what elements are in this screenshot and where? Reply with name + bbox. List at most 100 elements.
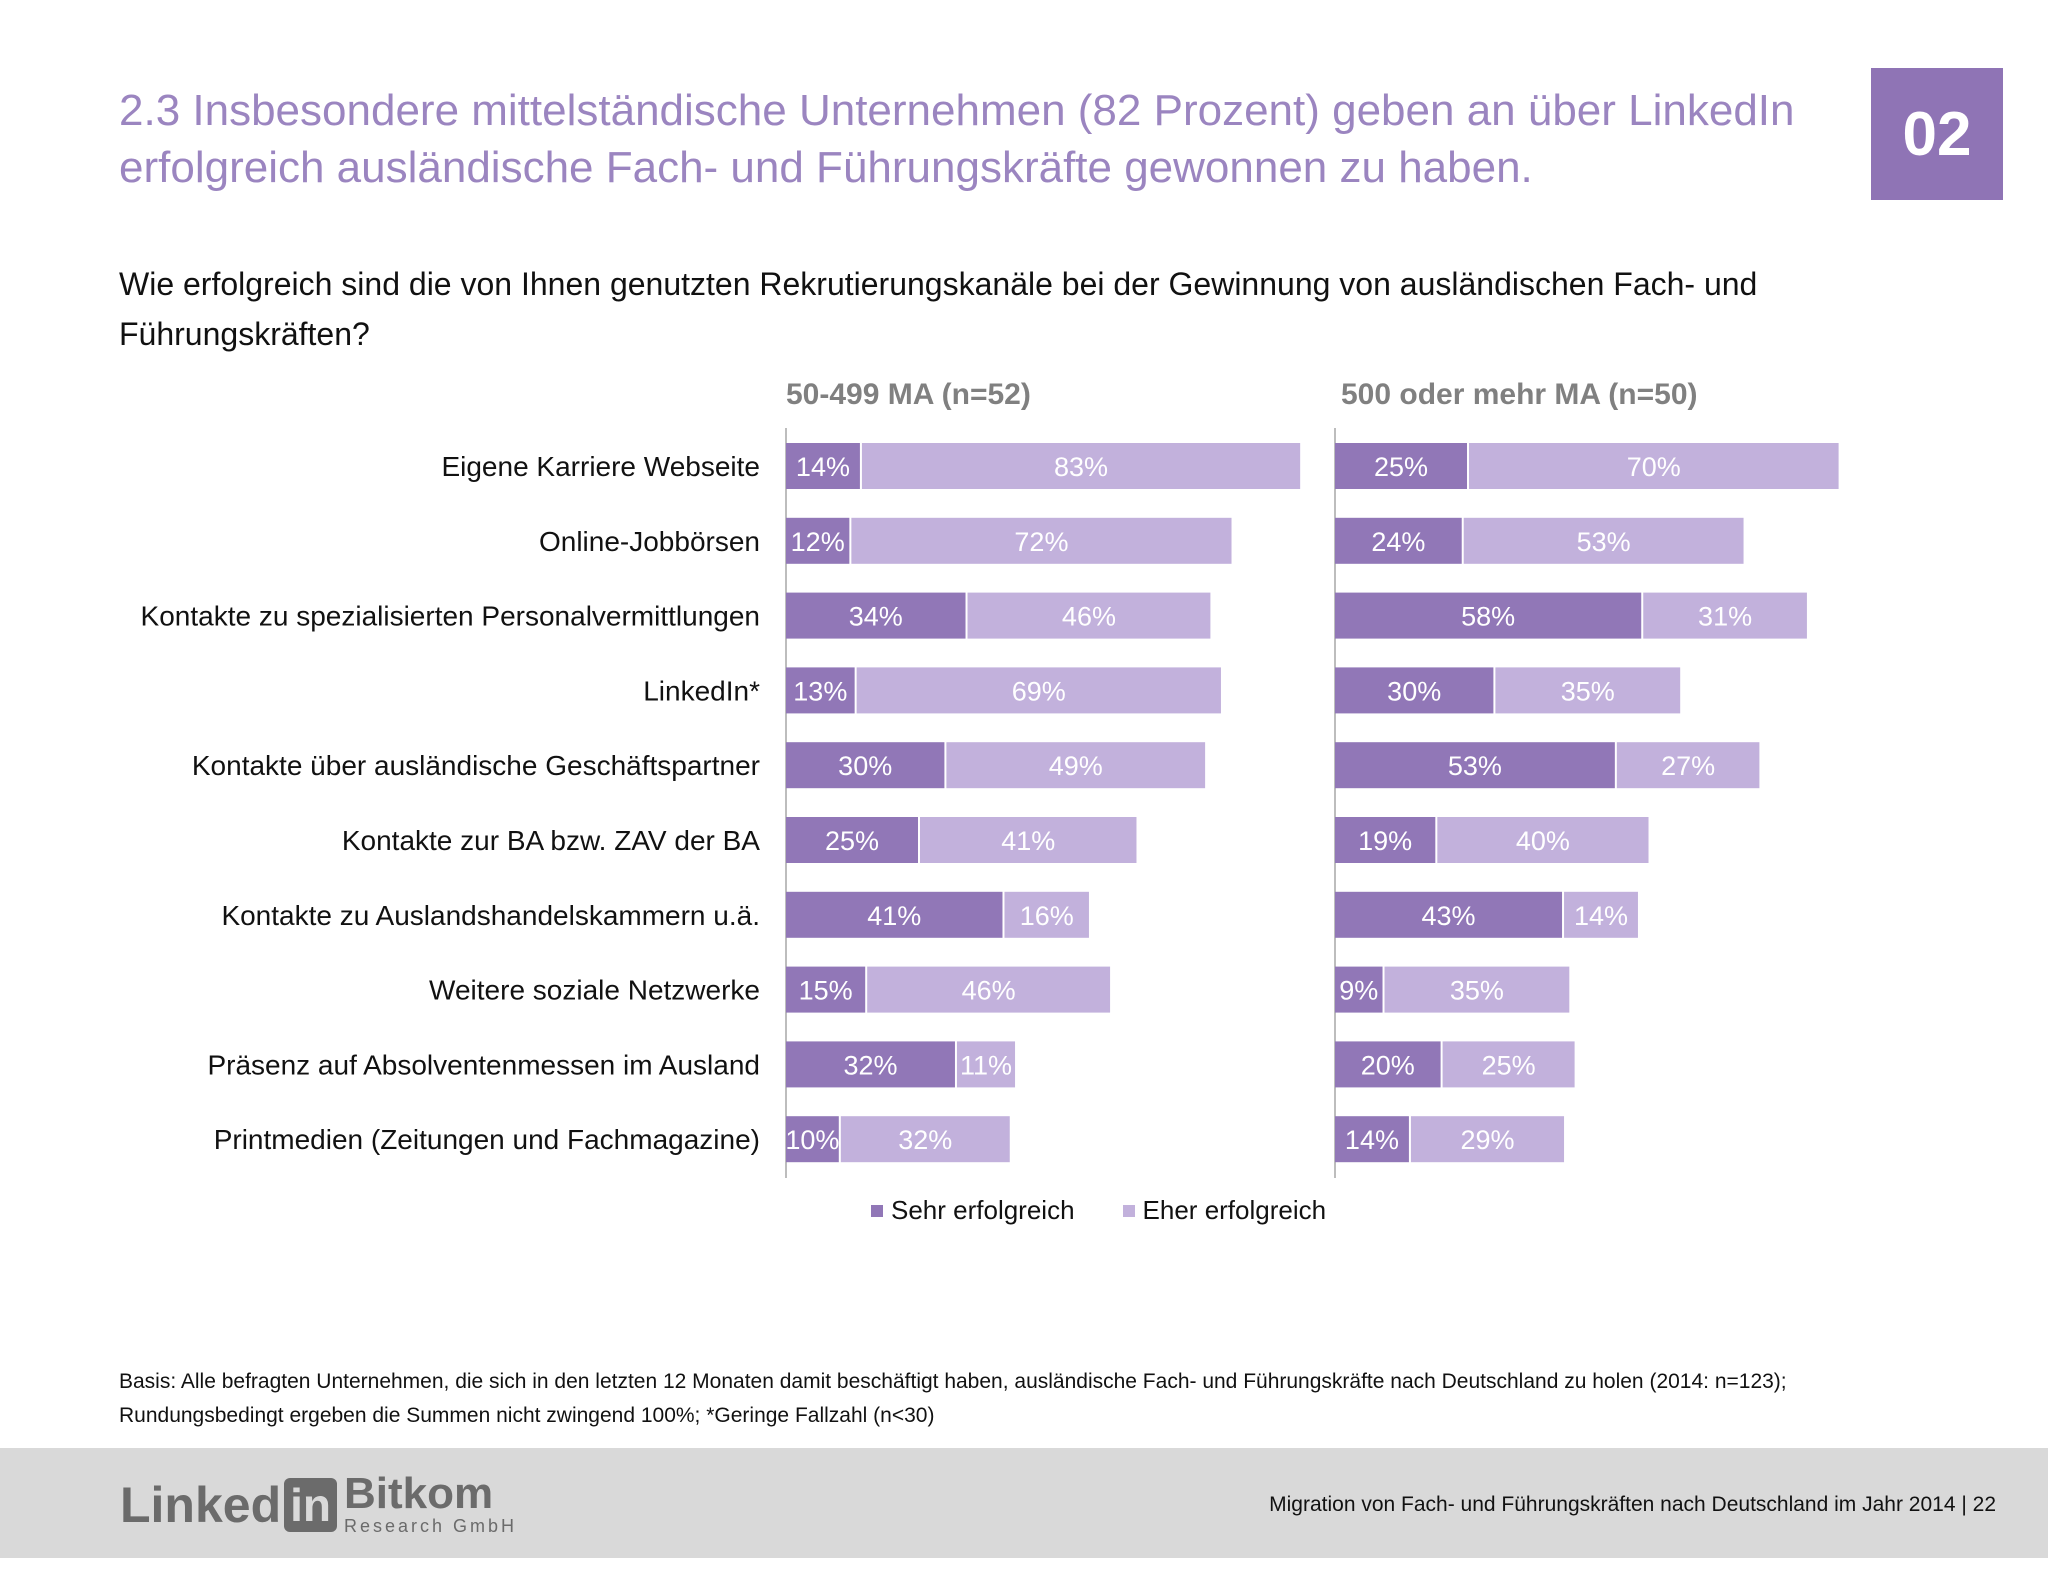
data-label-sehr: 32% [843,1050,897,1080]
bar-eher-erfolgreich [946,742,1206,789]
section-badge: 02 [1871,68,2003,200]
bar-eher-erfolgreich [1410,1116,1565,1163]
category-label: Printmedien (Zeitungen und Fachmagazine) [214,1124,760,1155]
bar-eher-erfolgreich [1564,891,1638,938]
bar-eher-erfolgreich [867,966,1111,1013]
bar-eher-erfolgreich [1437,817,1649,863]
bar-sehr-erfolgreich [1335,592,1642,639]
bar-sehr-erfolgreich [1335,817,1436,863]
data-label-sehr: 15% [799,976,853,1006]
footer-bar [0,1448,2048,1558]
bar-sehr-erfolgreich [1335,891,1563,938]
page-title: 2.3 Insbesondere mittelständische Untern… [119,86,1795,192]
data-label-eher: 72% [1014,527,1068,557]
data-label-eher: 35% [1561,676,1615,706]
legend-label-eher: Eher erfolgreich [1142,1195,1327,1225]
bar-sehr-erfolgreich [786,817,918,863]
data-label-eher: 16% [1020,901,1074,931]
bar-eher-erfolgreich [856,667,1221,714]
data-label-sehr: 53% [1448,751,1502,781]
bitkom-logo: Bitkom Research GmbH [344,1469,518,1537]
bar-sehr-erfolgreich [786,667,855,714]
data-label-eher: 25% [1482,1050,1536,1080]
data-label-eher: 35% [1450,976,1504,1006]
data-label-sehr: 10% [785,1125,839,1155]
bar-eher-erfolgreich [1469,443,1839,489]
bar-eher-erfolgreich [1495,667,1681,714]
legend-label-sehr: Sehr erfolgreich [891,1195,1075,1225]
data-label-eher: 31% [1698,602,1752,632]
bar-eher-erfolgreich [1004,891,1089,938]
bitkom-logo-text: Bitkom [344,1469,494,1518]
category-label: LinkedIn* [643,675,760,706]
bar-sehr-erfolgreich [786,891,1003,938]
bar-sehr-erfolgreich [1335,667,1494,714]
data-label-sehr: 25% [825,826,879,856]
bar-eher-erfolgreich [1643,592,1807,639]
bar-eher-erfolgreich [861,443,1301,489]
linkedin-logo-box: in [284,1478,338,1532]
bar-eher-erfolgreich [1463,517,1744,564]
category-label: Präsenz auf Absolventenmessen im Ausland [207,1049,760,1080]
bar-eher-erfolgreich [967,592,1211,639]
chart-legend: Sehr erfolgreich Eher erfolgreich [871,1195,1374,1226]
footer-text: Migration von Fach- und Führungskräften … [1269,1493,1996,1516]
data-label-eher: 70% [1627,452,1681,482]
bar-eher-erfolgreich [851,517,1232,564]
data-label-eher: 41% [1001,826,1055,856]
data-label-eher: 40% [1516,826,1570,856]
category-label: Kontakte zu spezialisierten Personalverm… [141,601,760,632]
category-label: Eigene Karriere Webseite [441,451,760,482]
panel-title-right: 500 oder mehr MA (n=50) [1341,378,1698,411]
panel-title-left: 50-499 MA (n=52) [786,378,1031,411]
data-label-sehr: 14% [796,452,850,482]
bar-sehr-erfolgreich [1335,1041,1441,1088]
category-label: Online-Jobbörsen [539,526,760,557]
category-label: Kontakte zu Auslandshandelskammern u.ä. [221,900,760,931]
legend-swatch-sehr [871,1204,883,1217]
data-label-sehr: 20% [1361,1050,1415,1080]
data-label-sehr: 12% [791,527,845,557]
data-label-eher: 49% [1049,751,1103,781]
data-label-eher: 14% [1574,901,1628,931]
data-label-eher: 11% [960,1050,1012,1080]
data-label-sehr: 9% [1339,976,1378,1006]
data-label-sehr: 30% [1387,676,1441,706]
bar-eher-erfolgreich [920,817,1137,863]
data-label-sehr: 41% [867,901,921,931]
linkedin-logo: Linked in [120,1477,338,1533]
data-label-eher: 46% [962,976,1016,1006]
data-label-eher: 29% [1460,1125,1514,1155]
data-label-sehr: 25% [1374,452,1428,482]
bar-sehr-erfolgreich [1335,966,1383,1013]
category-label: Kontakte über ausländische Geschäftspart… [192,750,760,781]
bar-sehr-erfolgreich [786,742,945,789]
data-label-eher: 46% [1062,602,1116,632]
bar-sehr-erfolgreich [786,592,966,639]
bar-sehr-erfolgreich [1335,517,1462,564]
bar-eher-erfolgreich [1616,742,1760,789]
category-label: Kontakte zur BA bzw. ZAV der BA [342,825,760,856]
bar-sehr-erfolgreich [1335,443,1467,489]
data-label-sehr: 58% [1461,602,1515,632]
data-label-sehr: 43% [1421,901,1475,931]
bitkom-logo-sub: Research GmbH [344,1516,518,1536]
bar-eher-erfolgreich [1442,1041,1575,1088]
data-label-sehr: 34% [849,602,903,632]
data-label-sehr: 14% [1345,1125,1399,1155]
data-label-eher: 69% [1012,676,1066,706]
data-label-sehr: 19% [1358,826,1412,856]
data-label-eher: 53% [1577,527,1631,557]
data-label-eher: 83% [1054,452,1108,482]
bar-eher-erfolgreich [956,1041,1016,1088]
bar-eher-erfolgreich [840,1116,1010,1163]
footnote: Basis: Alle befragten Unternehmen, die s… [119,1370,1787,1427]
data-label-sehr: 30% [838,751,892,781]
bar-sehr-erfolgreich [1335,1116,1409,1163]
linkedin-logo-text: Linked [120,1477,282,1533]
data-label-eher: 32% [898,1125,952,1155]
bar-eher-erfolgreich [1384,966,1570,1013]
bar-sehr-erfolgreich [786,966,866,1013]
bar-sehr-erfolgreich [786,1041,955,1088]
